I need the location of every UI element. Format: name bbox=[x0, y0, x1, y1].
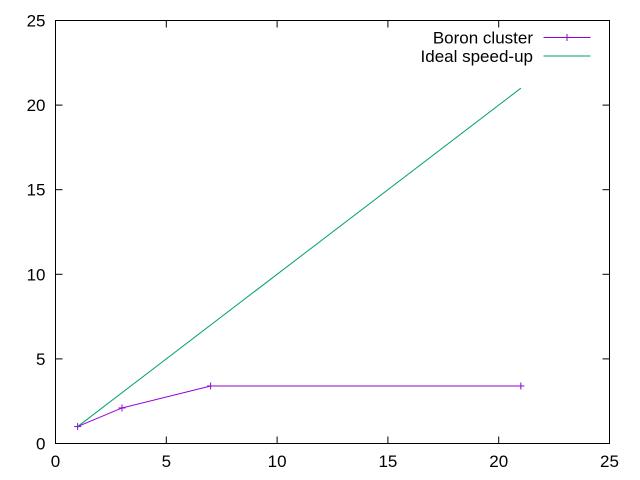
plot-border bbox=[55, 20, 610, 444]
legend-label: Boron cluster bbox=[433, 29, 533, 48]
legend-label: Ideal speed-up bbox=[421, 47, 533, 66]
x-tick-label: 20 bbox=[489, 452, 508, 471]
y-tick-label: 5 bbox=[36, 350, 45, 369]
y-tick-label: 0 bbox=[36, 435, 45, 454]
y-tick-label: 20 bbox=[27, 96, 46, 115]
y-tick-label: 10 bbox=[27, 265, 46, 284]
series-line-boron-cluster bbox=[77, 385, 521, 428]
x-tick-label: 5 bbox=[162, 452, 171, 471]
y-tick-label: 25 bbox=[27, 12, 46, 31]
x-tick-label: 25 bbox=[600, 452, 619, 471]
x-tick-label: 10 bbox=[268, 452, 287, 471]
x-tick-label: 0 bbox=[51, 452, 60, 471]
x-tick-label: 15 bbox=[378, 452, 397, 471]
y-tick-label: 15 bbox=[27, 181, 46, 200]
series-line-ideal-speed-up bbox=[77, 87, 522, 427]
